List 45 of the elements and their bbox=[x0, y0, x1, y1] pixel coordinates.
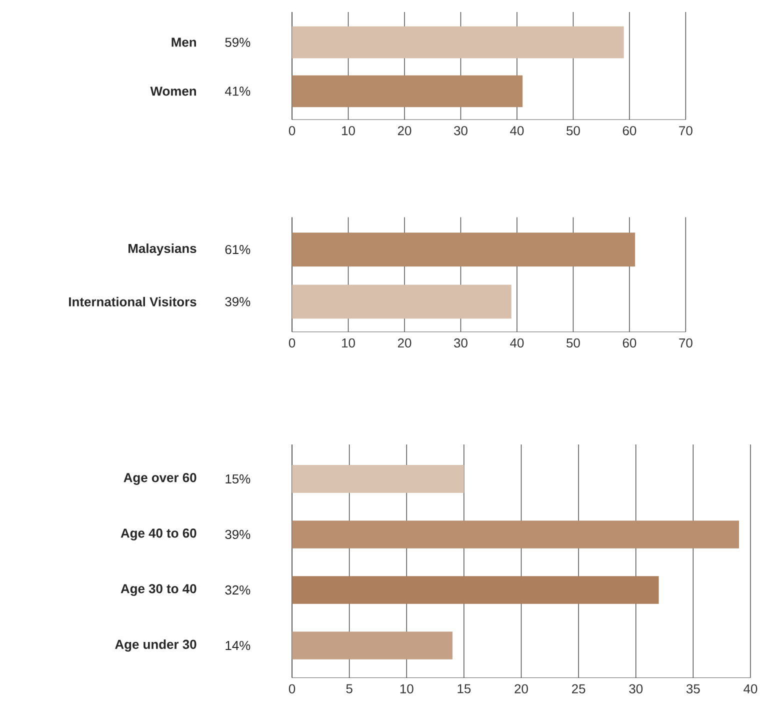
data-label: 15% bbox=[226, 474, 250, 484]
data-label: 59% bbox=[225, 38, 250, 48]
y-tick-label: Malaysians bbox=[128, 244, 196, 256]
data-label: 41% bbox=[224, 86, 250, 96]
x-tick-label: 30 bbox=[454, 126, 468, 136]
x-tick-label: 0 bbox=[288, 338, 296, 348]
x-tick-label: 70 bbox=[679, 126, 692, 136]
x-tick-label: 10 bbox=[400, 684, 414, 694]
y-tick-label: Age over 60 bbox=[124, 473, 196, 486]
x-tick-label: 30 bbox=[454, 338, 468, 348]
bar bbox=[292, 520, 740, 549]
data-label: 39% bbox=[225, 530, 250, 540]
x-tick-label: 35 bbox=[686, 684, 700, 694]
x-tick-label: 60 bbox=[622, 338, 636, 348]
y-tick-label: Men bbox=[172, 38, 196, 48]
x-tick-label: 25 bbox=[572, 684, 586, 694]
y-tick-label: Age under 30 bbox=[115, 640, 196, 652]
x-tick-label: 0 bbox=[288, 684, 296, 694]
y-tick-label: Age 40 to 60 bbox=[120, 528, 196, 541]
x-tick-label: 40 bbox=[510, 126, 524, 136]
x-tick-label: 20 bbox=[514, 684, 528, 694]
bar bbox=[292, 576, 659, 604]
bar bbox=[292, 632, 452, 660]
data-label: 14% bbox=[226, 641, 250, 650]
x-tick-label: 50 bbox=[566, 338, 580, 348]
x-tick-label: 40 bbox=[744, 684, 758, 694]
y-tick-label: Age 30 to 40 bbox=[120, 584, 196, 596]
data-label: 39% bbox=[225, 297, 250, 306]
x-tick-label: 20 bbox=[398, 338, 412, 348]
x-tick-label: 40 bbox=[510, 338, 524, 348]
x-tick-label: 50 bbox=[566, 126, 580, 136]
x-tick-label: 10 bbox=[342, 338, 355, 348]
x-tick-label: 10 bbox=[342, 126, 355, 136]
x-tick-label: 20 bbox=[398, 126, 412, 136]
x-tick-label: 70 bbox=[679, 338, 692, 348]
y-tick-label: International Visitors bbox=[69, 297, 196, 307]
x-tick-label: 5 bbox=[346, 684, 352, 694]
x-tick-label: 60 bbox=[622, 126, 636, 136]
data-label: 61% bbox=[225, 245, 250, 254]
x-tick-label: 0 bbox=[288, 126, 296, 136]
x-tick-label: 15 bbox=[458, 684, 471, 694]
y-tick-label: Women bbox=[150, 86, 196, 96]
bar bbox=[292, 465, 464, 494]
x-tick-label: 30 bbox=[629, 684, 643, 694]
data-label: 32% bbox=[225, 586, 250, 595]
